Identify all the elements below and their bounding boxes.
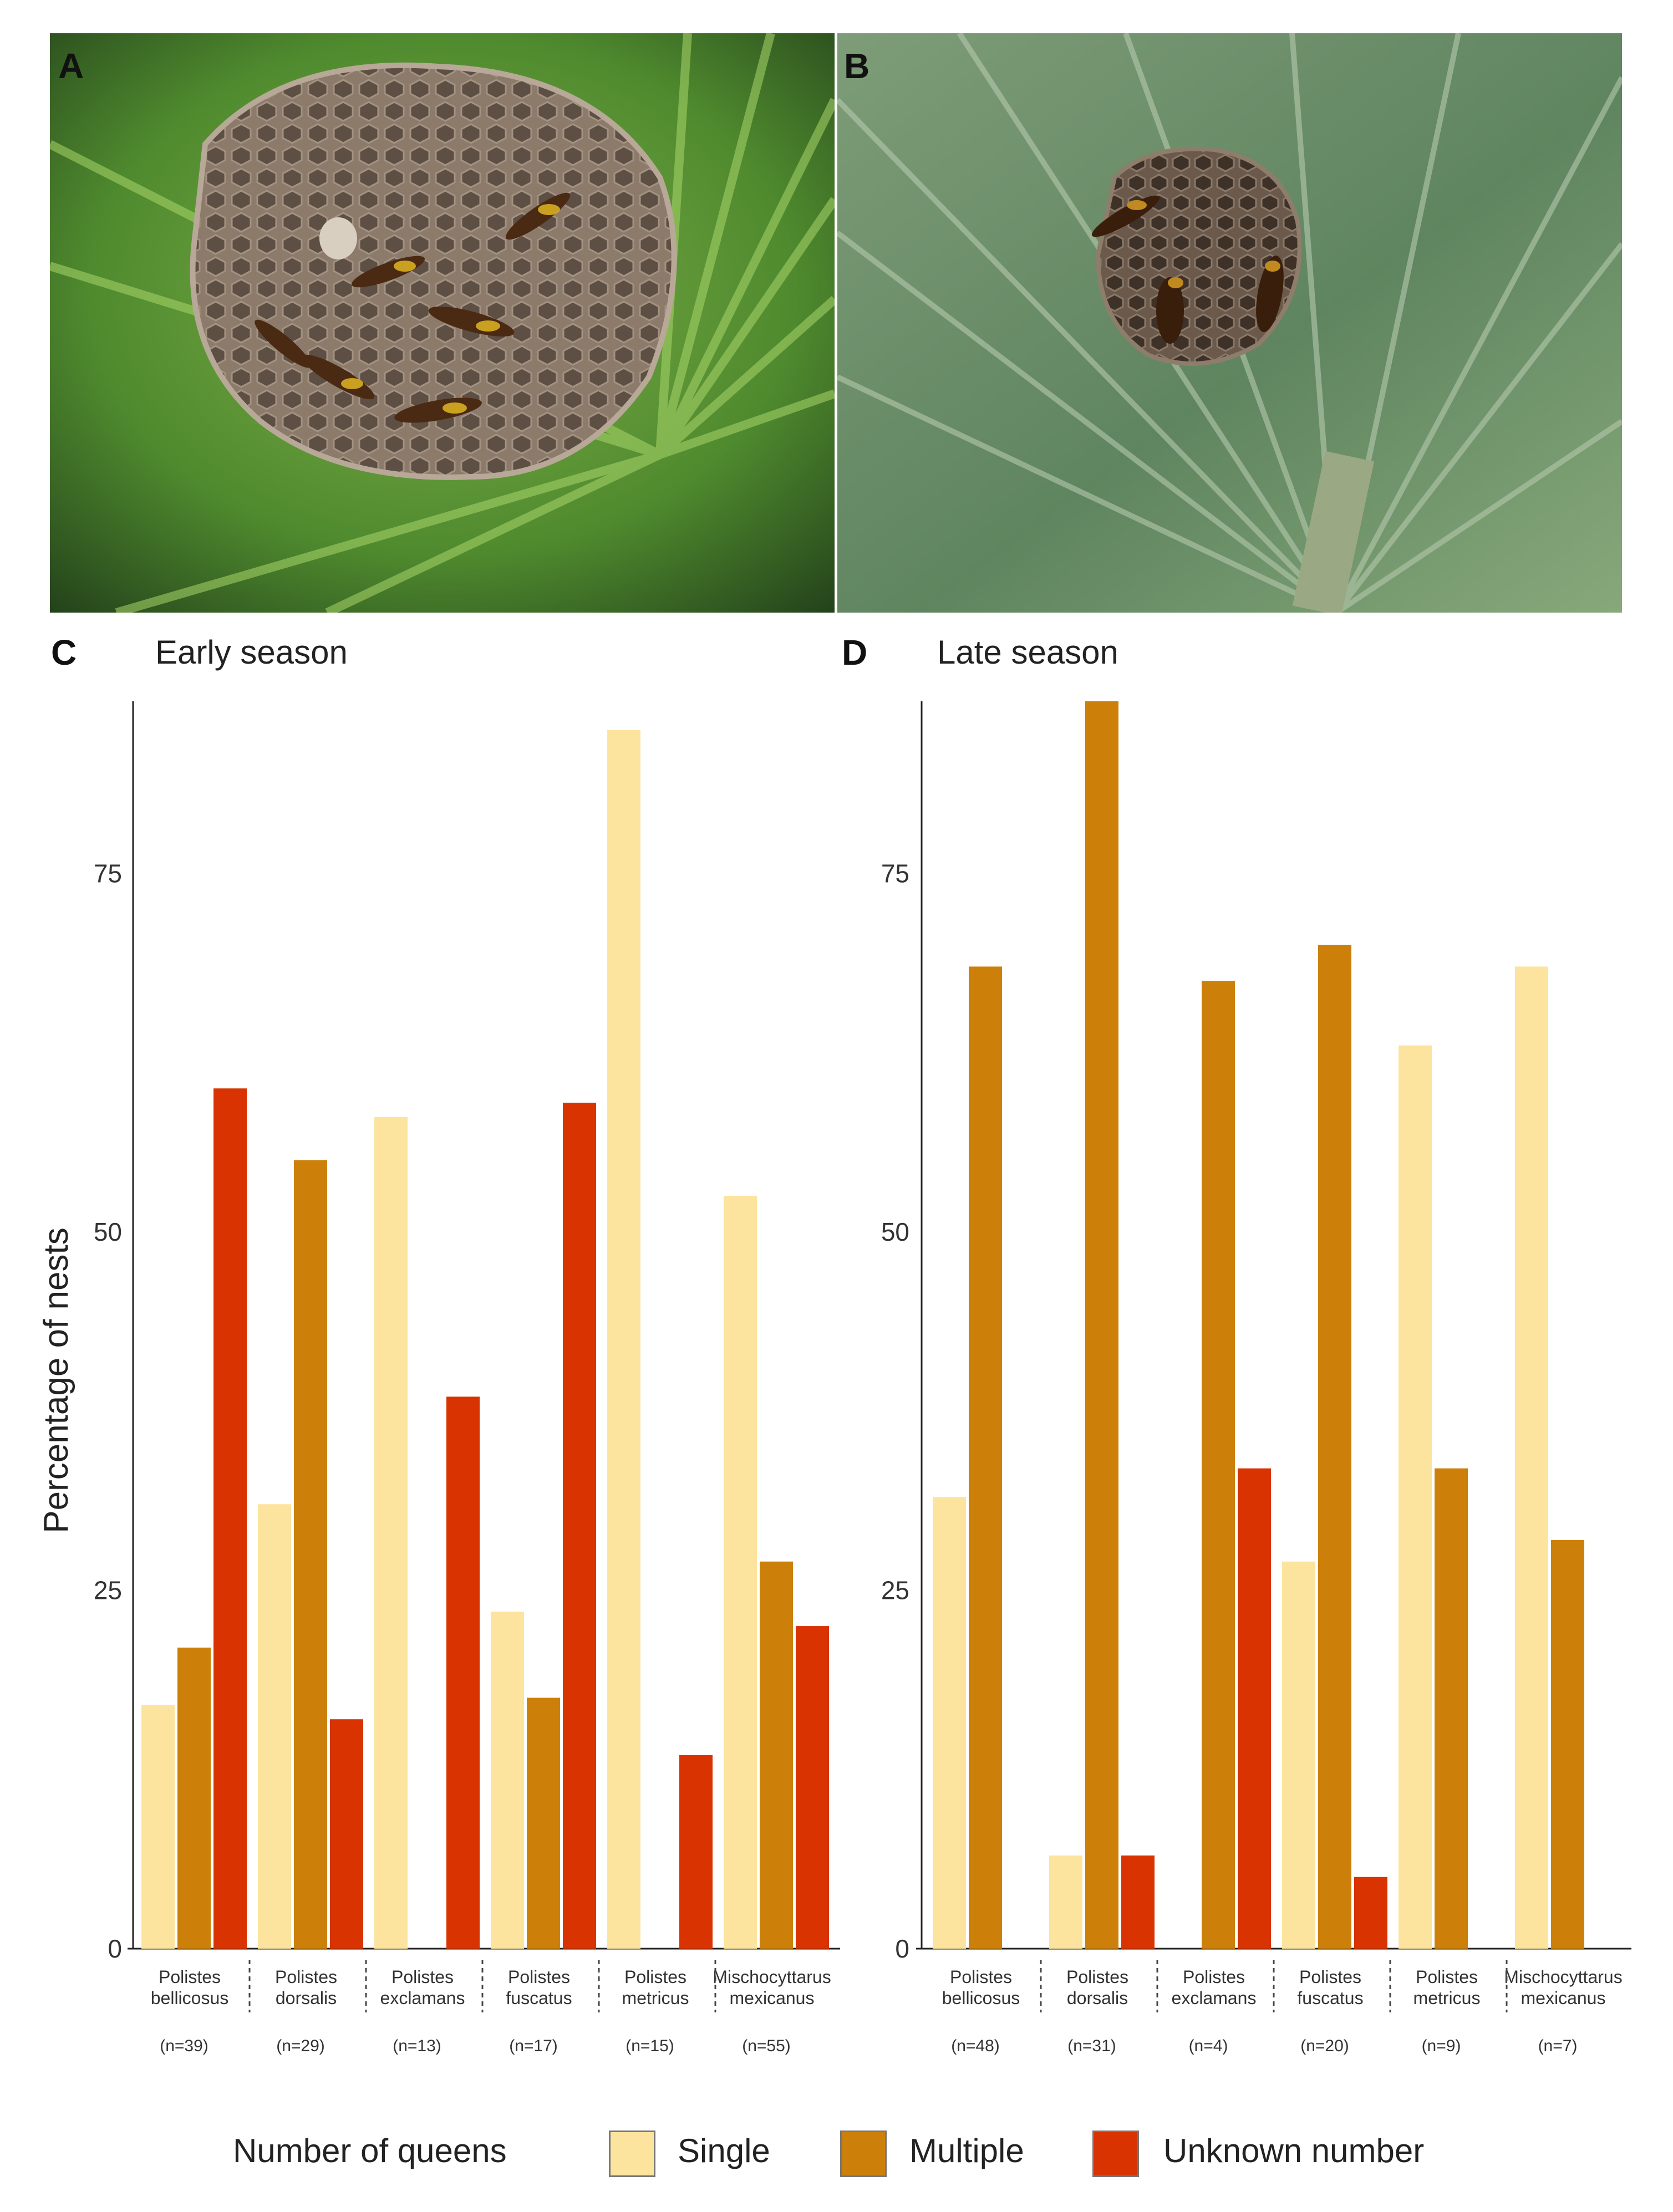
legend-swatch-multiple — [840, 2131, 887, 2177]
late-y-tick-label: 25 — [881, 1576, 909, 1604]
early-x-tick-label: exclamans — [380, 1988, 465, 2008]
late-y-tick-label: 75 — [881, 859, 909, 888]
chart-title-late: Late season — [937, 634, 1118, 671]
early-sample-size-label: (n=15) — [626, 2037, 674, 2055]
early-bar-unknown — [679, 1755, 713, 1949]
late-x-tick-label: Polistes — [1066, 1967, 1128, 1987]
late-y-tick-label: 50 — [881, 1217, 909, 1246]
legend-label-unknown: Unknown number — [1163, 2132, 1425, 2169]
early-x-tick-label: metricus — [622, 1988, 689, 2008]
early-bar-unknown — [796, 1626, 829, 1949]
late-bar-multiple — [1435, 1468, 1468, 1949]
early-bar-single — [374, 1117, 408, 1949]
early-sample-size-label: (n=39) — [160, 2037, 209, 2055]
late-sample-size-label: (n=31) — [1067, 2037, 1116, 2055]
early-sample-size-label: (n=13) — [393, 2037, 441, 2055]
chart-title-early: Early season — [155, 634, 348, 671]
panel-label-c: C — [51, 633, 77, 672]
late-sample-size-label: (n=7) — [1538, 2037, 1578, 2055]
early-x-tick-label: Polistes — [391, 1967, 454, 1987]
late-y-tick-label: 0 — [895, 1934, 909, 1963]
early-sample-size-label: (n=17) — [509, 2037, 558, 2055]
legend-swatch-unknown — [1092, 2131, 1139, 2177]
wasp-nest-photo-icon — [50, 33, 835, 613]
legend-swatch-single — [609, 2131, 655, 2177]
early-y-tick-label: 0 — [108, 1934, 122, 1963]
late-bar-single — [1049, 1855, 1082, 1949]
late-x-tick-label: exclamans — [1172, 1988, 1257, 2008]
late-sample-size-label: (n=20) — [1300, 2037, 1349, 2055]
late-bar-multiple — [1085, 701, 1118, 1949]
early-bar-unknown — [330, 1719, 363, 1949]
late-sample-size-label: (n=9) — [1422, 2037, 1461, 2055]
late-sample-size-label: (n=48) — [951, 2037, 1000, 2055]
early-y-tick-label: 75 — [94, 859, 122, 888]
late-x-tick-label: Polistes — [1299, 1967, 1361, 1987]
wasp-nest-photo-icon — [837, 33, 1622, 613]
early-bar-multiple — [527, 1698, 560, 1949]
late-bar-unknown — [1121, 1855, 1155, 1949]
early-x-tick-label: fuscatus — [506, 1988, 572, 2008]
late-bar-multiple — [969, 966, 1002, 1949]
early-bar-single — [141, 1705, 175, 1949]
early-bar-single — [491, 1612, 524, 1949]
panel-label-d: D — [842, 633, 868, 672]
late-bar-single — [1282, 1561, 1315, 1949]
early-bar-unknown — [446, 1396, 480, 1949]
legend-label-multiple: Multiple — [909, 2132, 1024, 2169]
late-x-tick-label: dorsalis — [1067, 1988, 1128, 2008]
legend-label-single: Single — [678, 2132, 770, 2169]
early-y-tick-label: 25 — [94, 1576, 122, 1604]
early-bar-single — [724, 1196, 757, 1949]
early-bar-multiple — [177, 1647, 211, 1949]
late-x-tick-label: Mischocyttarus — [1504, 1967, 1622, 1987]
late-bar-single — [1515, 966, 1548, 1949]
early-x-tick-label: Polistes — [275, 1967, 337, 1987]
late-x-tick-label: Polistes — [950, 1967, 1012, 1987]
early-y-axis-label: Percentage of nests — [37, 1227, 75, 1533]
late-x-tick-label: mexicanus — [1521, 1988, 1606, 2008]
early-bar-multiple — [294, 1160, 327, 1949]
early-y-tick-label: 50 — [94, 1217, 122, 1246]
early-bar-single — [258, 1504, 291, 1949]
late-bar-multiple — [1551, 1540, 1584, 1949]
photo-b-nest — [837, 33, 1622, 613]
photo-a-nest — [50, 33, 835, 613]
panel-label-b: B — [844, 46, 870, 86]
legend-title: Number of queens — [233, 2132, 507, 2169]
late-x-tick-label: Polistes — [1183, 1967, 1245, 1987]
early-x-tick-label: mexicanus — [730, 1988, 815, 2008]
early-bar-single — [607, 730, 640, 1949]
late-x-tick-label: metricus — [1413, 1988, 1481, 2008]
early-x-tick-label: Polistes — [624, 1967, 687, 1987]
late-x-tick-label: fuscatus — [1297, 1988, 1363, 2008]
late-bar-unknown — [1238, 1468, 1271, 1949]
late-bar-multiple — [1318, 945, 1351, 1949]
early-bar-multiple — [760, 1561, 793, 1949]
legend: Number of queens Single Multiple Unknown… — [0, 2115, 1673, 2187]
early-x-tick-label: Mischocyttarus — [713, 1967, 831, 1987]
early-x-tick-label: bellicosus — [151, 1988, 229, 2008]
early-bar-unknown — [563, 1103, 596, 1949]
late-x-tick-label: Polistes — [1416, 1967, 1478, 1987]
late-bar-unknown — [1354, 1877, 1387, 1949]
early-sample-size-label: (n=55) — [742, 2037, 791, 2055]
late-bar-multiple — [1202, 981, 1235, 1949]
late-bar-single — [933, 1497, 966, 1949]
early-sample-size-label: (n=29) — [276, 2037, 325, 2055]
early-bar-unknown — [213, 1088, 247, 1949]
early-x-tick-label: dorsalis — [276, 1988, 337, 2008]
panel-label-a: A — [58, 46, 84, 86]
early-x-tick-label: Polistes — [508, 1967, 570, 1987]
early-x-tick-label: Polistes — [159, 1967, 221, 1987]
late-x-tick-label: bellicosus — [942, 1988, 1020, 2008]
late-sample-size-label: (n=4) — [1189, 2037, 1228, 2055]
late-bar-single — [1399, 1045, 1432, 1949]
